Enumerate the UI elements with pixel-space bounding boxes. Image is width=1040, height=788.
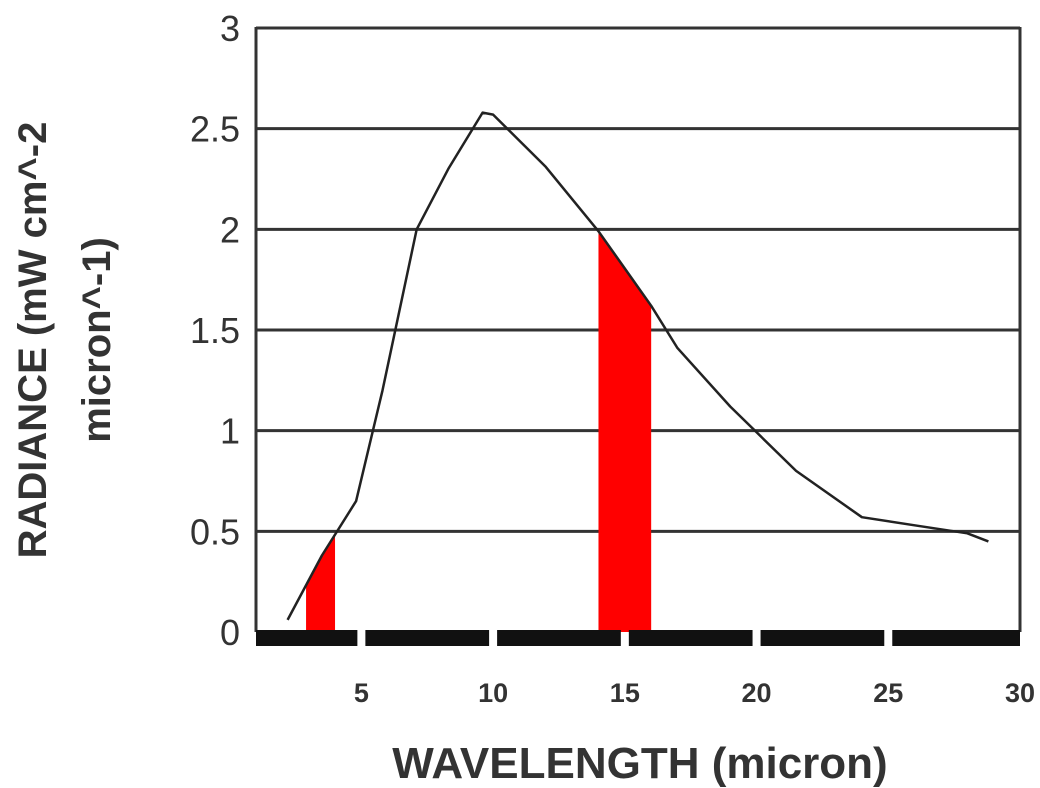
x-tick-label: 25 (873, 678, 903, 708)
x-axis-bar-segment-6 (892, 630, 1020, 646)
x-axis-bar-segment-2 (365, 630, 490, 646)
x-axis-bar-segment-3 (497, 630, 621, 646)
x-tick-label: 15 (610, 678, 640, 708)
radiance-series (286, 111, 989, 621)
x-tick-label: 30 (1005, 678, 1035, 708)
y-axis-title: RADIANCE (mW cm^-2 micron^-1) (11, 122, 119, 559)
x-tick-label: 5 (354, 678, 369, 708)
y-tick-label: 2 (220, 209, 240, 250)
y-tick-labels: 0 0.5 1 1.5 2 2.5 3 (190, 8, 240, 653)
y-tick-label: 1.5 (190, 310, 240, 351)
x-tick-label: 10 (478, 678, 508, 708)
y-tick-label: 1 (220, 411, 240, 452)
x-axis-bar-segment-1 (256, 630, 358, 646)
highlighted-bands (306, 231, 652, 632)
y-tick-label: 2.5 (190, 109, 240, 150)
x-axis-bar-segment-4 (628, 630, 753, 646)
y-axis-title-line-1: RADIANCE (mW cm^-2 (11, 122, 55, 559)
y-axis-title-line-2: micron^-1) (75, 237, 119, 443)
x-axis-title: WAVELENGTH (micron) (392, 739, 887, 788)
radiance-line (286, 111, 989, 621)
plot-frame (254, 26, 1022, 646)
y-tick-label: 3 (220, 8, 240, 49)
x-axis-bar-segment-5 (760, 630, 885, 646)
y-tick-label: 0 (220, 612, 240, 653)
y-tick-label: 0.5 (190, 511, 240, 552)
x-tick-label: 20 (742, 678, 772, 708)
x-tick-labels: 5 10 15 20 25 30 (354, 678, 1035, 708)
highlighted-band-1 (306, 534, 336, 632)
highlighted-band-2 (598, 231, 652, 632)
